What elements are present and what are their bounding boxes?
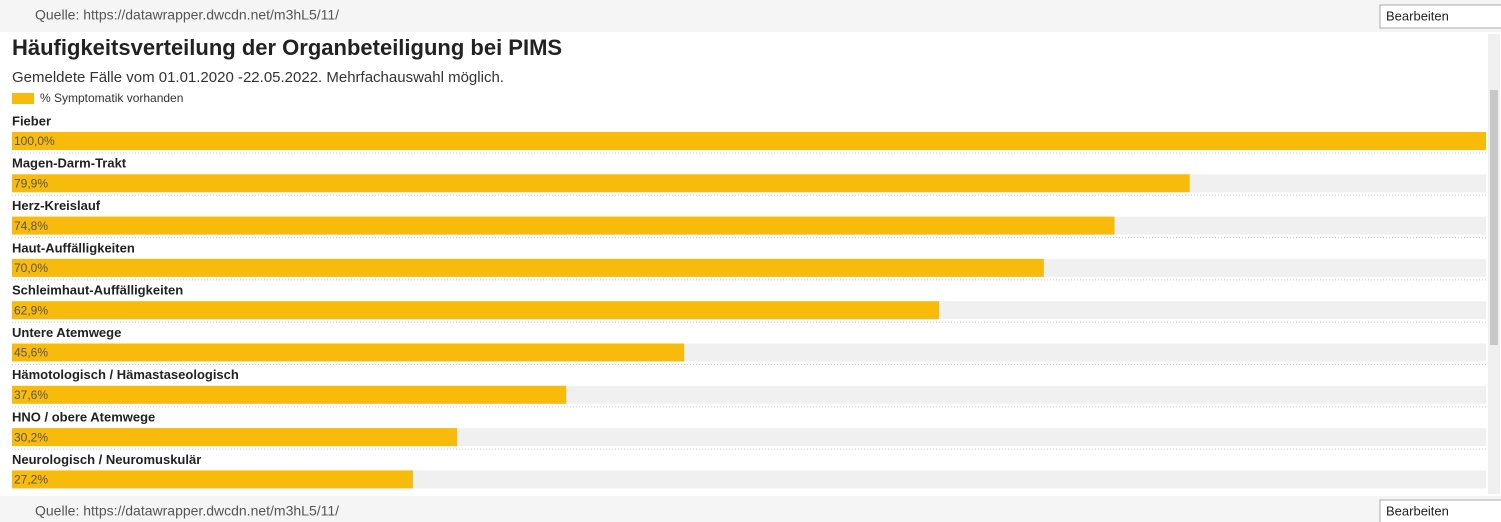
value-label: 74,8%: [14, 219, 48, 233]
category-label: Neurologisch / Neuromuskulär: [12, 452, 201, 467]
value-label: 100,0%: [14, 134, 55, 148]
bar: [12, 470, 413, 489]
source-link[interactable]: Quelle: https://datawrapper.dwcdn.net/m3…: [35, 503, 339, 519]
category-label: Untere Atemwege: [12, 325, 121, 340]
edit-button-label[interactable]: Bearbeiten: [1386, 8, 1449, 23]
bar: [12, 385, 567, 404]
category-label: Magen-Darm-Trakt: [12, 156, 127, 171]
bar: [12, 174, 1190, 193]
bar: [12, 343, 685, 362]
edit-button[interactable]: [1379, 499, 1501, 522]
value-label: 62,9%: [14, 303, 48, 317]
category-label: Haut-Auffälligkeiten: [12, 240, 135, 255]
top-bar: [0, 0, 1501, 32]
value-label: 27,2%: [14, 473, 48, 487]
category-label: Herz-Kreislauf: [12, 198, 101, 213]
chart-subtitle: Gemeldete Fälle vom 01.01.2020 -22.05.20…: [12, 69, 504, 86]
value-label: 30,2%: [14, 430, 48, 444]
value-label: 79,9%: [14, 176, 48, 190]
category-label: HNO / obere Atemwege: [12, 410, 155, 425]
value-label: 70,0%: [14, 261, 48, 275]
bottom-bar: [0, 496, 1501, 522]
category-label: Hämotologisch / Hämastaseologisch: [12, 367, 239, 382]
bar: [12, 428, 458, 447]
bar: [12, 258, 1044, 277]
value-label: 45,6%: [14, 346, 48, 360]
bar: [12, 216, 1115, 235]
legend-label: % Symptomatik vorhanden: [40, 91, 183, 105]
source-link[interactable]: Quelle: https://datawrapper.dwcdn.net/m3…: [35, 7, 339, 23]
chart-title: Häufigkeitsverteilung der Organbeteiligu…: [12, 35, 562, 60]
edit-button[interactable]: [1379, 4, 1501, 29]
scrollbar-thumb[interactable]: [1490, 90, 1498, 345]
edit-button-label[interactable]: Bearbeiten: [1386, 503, 1449, 518]
bar: [12, 301, 940, 320]
category-label: Fieber: [12, 113, 51, 128]
bar: [12, 132, 1486, 150]
value-label: 37,6%: [14, 388, 48, 402]
category-label: Schleimhaut-Auffälligkeiten: [12, 283, 183, 298]
legend-swatch: [12, 93, 34, 104]
